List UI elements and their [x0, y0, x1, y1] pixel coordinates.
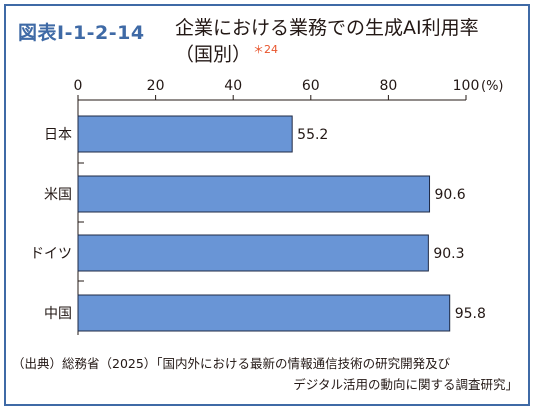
x-tick-label: 60 — [302, 78, 320, 94]
data-label: 95.8 — [455, 306, 486, 322]
chart-title-line1: 企業における業務での生成AI利用率 — [175, 17, 479, 39]
chart-title: 企業における業務での生成AI利用率 （国別） ＊24 — [175, 17, 515, 65]
chart-title-line2: （国別） ＊24 — [175, 39, 515, 65]
x-axis-unit: (%) — [481, 79, 504, 94]
data-label: 90.3 — [433, 246, 464, 262]
category-label: 日本 — [44, 127, 72, 143]
category-label: 米国 — [44, 187, 72, 203]
x-tick-label: 100 — [453, 78, 480, 94]
x-tick-label: 0 — [74, 78, 83, 94]
chart-title-line2-text: （国別） — [175, 43, 252, 66]
bar — [77, 234, 429, 272]
x-tick-label: 20 — [147, 78, 165, 94]
x-tick-label: 40 — [224, 78, 242, 94]
bar — [77, 294, 451, 332]
figure-number: 図表Ⅰ-1-2-14 — [18, 22, 145, 44]
category-label: 中国 — [44, 306, 72, 322]
bar — [77, 175, 431, 213]
source-line-2: デジタル活用の動向に関する調査研究」 — [293, 377, 518, 392]
category-label: ドイツ — [30, 246, 72, 262]
title-footnote-marker: ＊24 — [253, 43, 279, 56]
x-tick-label: 80 — [379, 78, 397, 94]
bar — [77, 115, 293, 153]
source-line-1: （出典）総務省（2025）「国内外における最新の情報通信技術の研究開発及び — [12, 356, 451, 371]
data-label: 90.6 — [435, 187, 466, 203]
data-label: 55.2 — [297, 127, 328, 143]
